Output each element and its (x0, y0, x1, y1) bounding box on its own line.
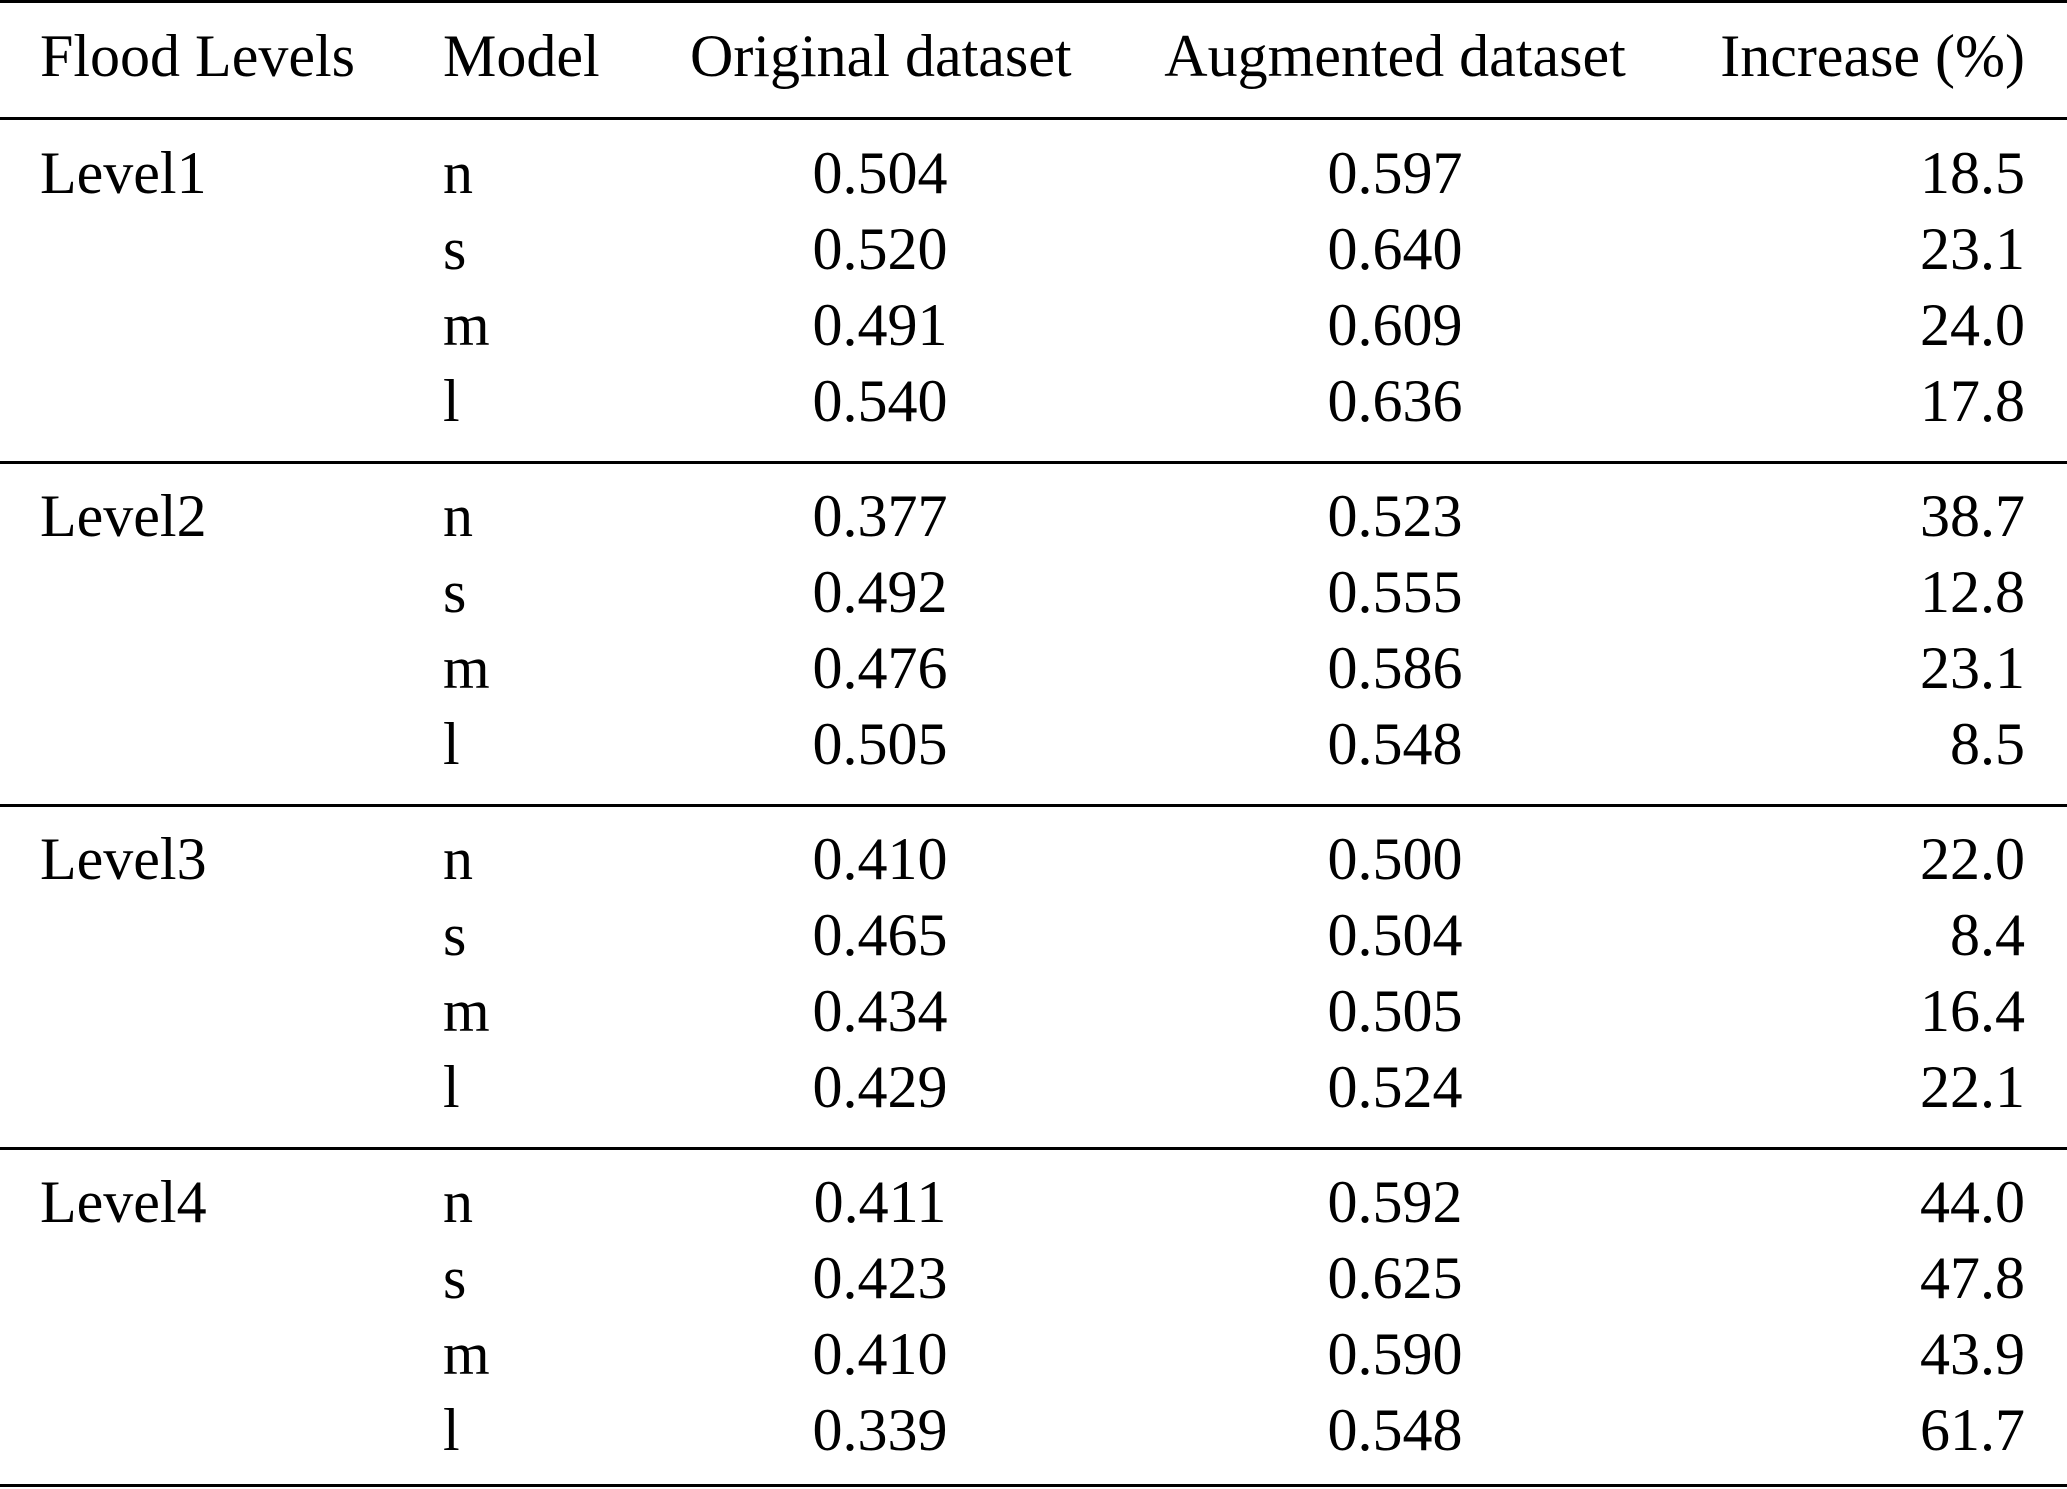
model-cell: s (443, 559, 467, 625)
model-cell: n (443, 826, 473, 892)
increase-value-cell: 61.7 (1920, 1397, 2025, 1463)
augmented-value-cell: 0.523 (1327, 483, 1463, 549)
original-value-cell: 0.504 (812, 140, 948, 206)
increase-value-cell: 43.9 (1920, 1321, 2025, 1387)
augmented-value-cell: 0.625 (1327, 1245, 1463, 1311)
augmented-value-cell: 0.504 (1327, 902, 1463, 968)
table-bottom-rule (0, 1484, 2067, 1487)
header-model: Model (443, 23, 600, 89)
augmented-value-cell: 0.597 (1327, 140, 1463, 206)
augmented-value-cell: 0.609 (1327, 292, 1463, 358)
header-augmented-dataset: Augmented dataset (1164, 23, 1626, 89)
model-cell: m (443, 1321, 490, 1387)
model-cell: m (443, 635, 490, 701)
level-label: Level3 (40, 826, 207, 892)
original-value-cell: 0.465 (812, 902, 948, 968)
model-cell: m (443, 292, 490, 358)
augmented-value-cell: 0.636 (1327, 368, 1463, 434)
original-value-cell: 0.434 (812, 978, 948, 1044)
increase-value-cell: 12.8 (1920, 559, 2025, 625)
model-cell: n (443, 1169, 473, 1235)
model-cell: l (443, 368, 460, 434)
model-cell: n (443, 140, 473, 206)
group-separator-rule (0, 804, 2067, 807)
increase-value-cell: 44.0 (1920, 1169, 2025, 1235)
model-cell: s (443, 216, 467, 282)
model-cell: s (443, 1245, 467, 1311)
original-value-cell: 0.540 (812, 368, 948, 434)
model-cell: l (443, 711, 460, 777)
increase-value-cell: 38.7 (1920, 483, 2025, 549)
original-value-cell: 0.491 (812, 292, 948, 358)
increase-value-cell: 23.1 (1920, 635, 2025, 701)
original-value-cell: 0.423 (812, 1245, 948, 1311)
model-cell: l (443, 1397, 460, 1463)
increase-value-cell: 22.1 (1920, 1054, 2025, 1120)
original-value-cell: 0.410 (812, 1321, 948, 1387)
augmented-value-cell: 0.586 (1327, 635, 1463, 701)
augmented-value-cell: 0.555 (1327, 559, 1463, 625)
level-label: Level1 (40, 140, 207, 206)
augmented-value-cell: 0.505 (1327, 978, 1463, 1044)
augmented-value-cell: 0.500 (1327, 826, 1463, 892)
original-value-cell: 0.505 (812, 711, 948, 777)
original-value-cell: 0.339 (812, 1397, 948, 1463)
original-value-cell: 0.410 (812, 826, 948, 892)
increase-value-cell: 18.5 (1920, 140, 2025, 206)
model-cell: l (443, 1054, 460, 1120)
group-separator-rule (0, 461, 2067, 464)
increase-value-cell: 8.4 (1950, 902, 2025, 968)
level-label: Level4 (40, 1169, 207, 1235)
increase-value-cell: 22.0 (1920, 826, 2025, 892)
increase-value-cell: 23.1 (1920, 216, 2025, 282)
augmented-value-cell: 0.592 (1327, 1169, 1463, 1235)
original-value-cell: 0.520 (812, 216, 948, 282)
original-value-cell: 0.411 (813, 1169, 947, 1235)
header-increase: Increase (%) (1720, 23, 2025, 89)
group-separator-rule (0, 1147, 2067, 1150)
model-cell: n (443, 483, 473, 549)
augmented-value-cell: 0.640 (1327, 216, 1463, 282)
increase-value-cell: 24.0 (1920, 292, 2025, 358)
header-bottom-rule (0, 117, 2067, 120)
header-flood-levels: Flood Levels (40, 23, 355, 89)
augmented-value-cell: 0.524 (1327, 1054, 1463, 1120)
original-value-cell: 0.492 (812, 559, 948, 625)
original-value-cell: 0.377 (812, 483, 948, 549)
augmented-value-cell: 0.590 (1327, 1321, 1463, 1387)
level-label: Level2 (40, 483, 207, 549)
increase-value-cell: 8.5 (1950, 711, 2025, 777)
model-cell: s (443, 902, 467, 968)
increase-value-cell: 47.8 (1920, 1245, 2025, 1311)
header-original-dataset: Original dataset (690, 23, 1072, 89)
augmented-value-cell: 0.548 (1327, 711, 1463, 777)
original-value-cell: 0.476 (812, 635, 948, 701)
augmented-value-cell: 0.548 (1327, 1397, 1463, 1463)
table-top-rule (0, 0, 2067, 3)
increase-value-cell: 17.8 (1920, 368, 2025, 434)
model-cell: m (443, 978, 490, 1044)
increase-value-cell: 16.4 (1920, 978, 2025, 1044)
original-value-cell: 0.429 (812, 1054, 948, 1120)
